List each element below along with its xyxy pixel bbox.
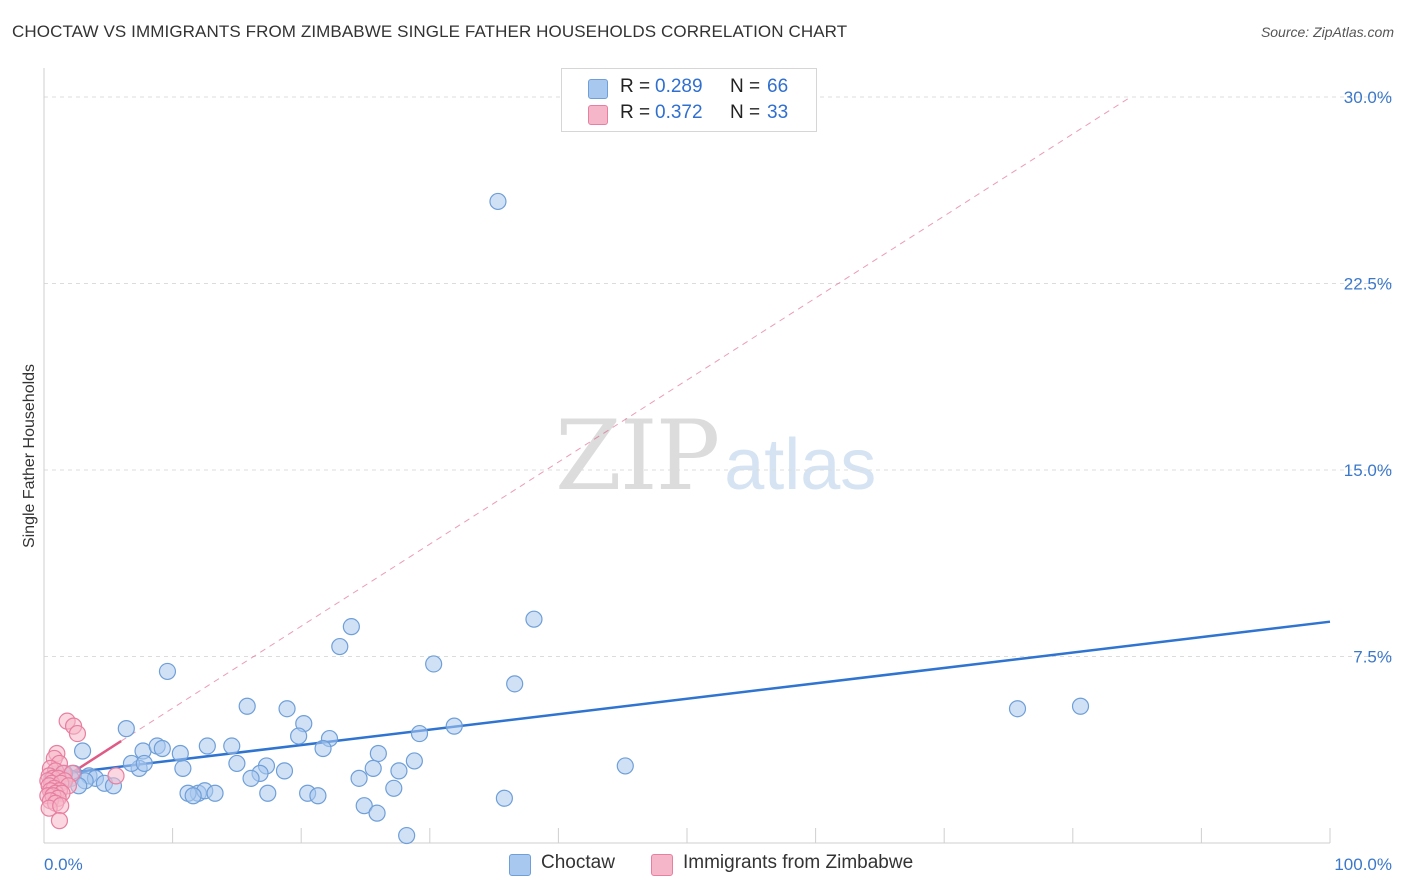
choctaw-point bbox=[342, 618, 360, 636]
choctaw-point bbox=[364, 759, 382, 778]
choctaw-point bbox=[368, 804, 386, 822]
n-label: N = bbox=[730, 102, 761, 123]
choctaw-point bbox=[153, 739, 171, 758]
chart-title: CHOCTAW VS IMMIGRANTS FROM ZIMBABWE SING… bbox=[12, 22, 848, 41]
label-layer: 7.5% 15.0% 22.5% 30.0% 0.0% 100.0% bbox=[44, 88, 1392, 874]
choctaw-point bbox=[350, 769, 368, 787]
watermark-atlas: atlas bbox=[724, 425, 877, 505]
n-value: 33 bbox=[767, 102, 789, 123]
legend-label: Choctaw bbox=[541, 852, 615, 873]
choctaw-point bbox=[275, 762, 294, 780]
choctaw-point bbox=[206, 784, 224, 802]
r-value: 0.372 bbox=[655, 102, 703, 123]
choctaw-point bbox=[290, 727, 308, 745]
choctaw-point bbox=[445, 717, 463, 735]
choctaw-point bbox=[238, 697, 256, 715]
choctaw-point bbox=[171, 744, 189, 763]
choctaw-point bbox=[385, 779, 403, 797]
legend-row-choctaw: R = 0.289 N = 66 bbox=[562, 76, 816, 102]
choctaw-point bbox=[355, 797, 373, 815]
choctaw-point bbox=[489, 192, 507, 211]
choctaw-point bbox=[174, 759, 192, 778]
grid-layer bbox=[44, 96, 1392, 657]
choctaw-point bbox=[184, 787, 202, 805]
y-tick-label: 30.0% bbox=[1344, 88, 1392, 107]
zimbabwe-trend-extension bbox=[120, 96, 1131, 742]
n-value: 66 bbox=[767, 76, 789, 97]
choctaw-point bbox=[405, 752, 423, 770]
choctaw-point bbox=[73, 742, 92, 760]
legend-row-zimbabwe: R = 0.372 N = 33 bbox=[562, 102, 816, 128]
choctaw-swatch bbox=[588, 79, 608, 99]
watermark-zip: ZIP bbox=[555, 400, 720, 512]
zimbabwe-point bbox=[107, 767, 125, 785]
zimbabwe-point bbox=[50, 812, 69, 830]
choctaw-point bbox=[314, 739, 332, 758]
choctaw-swatch bbox=[509, 854, 531, 876]
choctaw-point bbox=[278, 700, 296, 718]
choctaw-point bbox=[398, 826, 416, 845]
r-label: R = bbox=[620, 76, 651, 97]
choctaw-trend-line bbox=[43, 620, 1331, 778]
source-label: Source: ZipAtlas.com bbox=[1260, 24, 1394, 40]
choctaw-point bbox=[506, 675, 524, 693]
choctaw-point bbox=[369, 744, 387, 763]
choctaw-point bbox=[309, 787, 327, 805]
r-value: 0.289 bbox=[655, 76, 703, 97]
zimbabwe-swatch bbox=[651, 854, 673, 876]
choctaw-point bbox=[117, 720, 135, 738]
y-tick-label: 22.5% bbox=[1344, 275, 1392, 294]
choctaw-point bbox=[1008, 700, 1027, 718]
choctaw-point bbox=[495, 789, 513, 807]
choctaw-point bbox=[616, 757, 634, 775]
choctaw-point bbox=[525, 610, 543, 628]
choctaw-point bbox=[198, 737, 216, 755]
trend-layer bbox=[43, 96, 1331, 792]
choctaw-point bbox=[425, 655, 443, 673]
choctaw-point bbox=[410, 724, 429, 743]
legend-label: Immigrants from Zimbabwe bbox=[683, 852, 914, 873]
x-tick-label: 100.0% bbox=[1334, 855, 1392, 874]
zimbabwe-point bbox=[52, 797, 70, 815]
correlation-legend: R = 0.289 N = 66 R = 0.372 N = 33 bbox=[561, 68, 817, 132]
choctaw-point bbox=[259, 784, 277, 802]
x-tick-label: 0.0% bbox=[44, 855, 83, 874]
choctaw-point bbox=[331, 637, 349, 656]
zimbabwe-swatch bbox=[588, 105, 608, 125]
zimbabwe-point bbox=[68, 724, 87, 743]
choctaw-point bbox=[242, 769, 260, 787]
choctaw-point bbox=[223, 737, 241, 755]
choctaw-point bbox=[390, 762, 408, 780]
series-legend: Choctaw Immigrants from Zimbabwe bbox=[0, 852, 1406, 878]
choctaw-point bbox=[1071, 697, 1090, 715]
n-label: N = bbox=[730, 76, 761, 97]
choctaw-point bbox=[135, 754, 153, 773]
y-axis-label: Single Father Households bbox=[21, 364, 38, 548]
watermark: ZIPatlas bbox=[555, 400, 876, 512]
y-tick-label: 7.5% bbox=[1353, 648, 1392, 667]
y-tick-label: 15.0% bbox=[1344, 461, 1392, 480]
choctaw-point bbox=[158, 662, 177, 681]
choctaw-point bbox=[228, 754, 246, 773]
point-layer bbox=[39, 192, 1090, 845]
r-label: R = bbox=[620, 102, 651, 123]
axis-layer bbox=[43, 68, 1331, 844]
